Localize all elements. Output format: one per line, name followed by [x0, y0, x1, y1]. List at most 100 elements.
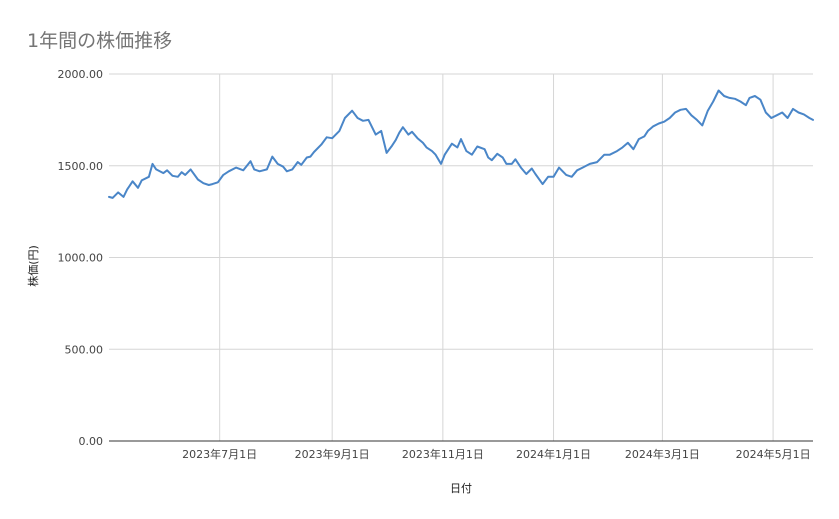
y-tick-labels: 0.00 500.00 1000.00 1500.00 2000.00 [58, 68, 104, 448]
data-point [663, 121, 665, 123]
data-point [792, 108, 794, 110]
data-point [152, 163, 154, 165]
data-point [297, 161, 299, 163]
data-point [718, 90, 720, 92]
data-point [571, 176, 573, 178]
data-point [680, 109, 682, 111]
data-point [407, 134, 409, 136]
data-point [313, 151, 315, 153]
data-point [259, 170, 261, 172]
x-tick-label: 2023年11月1日 [402, 447, 484, 461]
data-point [781, 112, 783, 114]
data-point [172, 175, 174, 177]
data-point [398, 132, 400, 134]
data-point [803, 113, 805, 115]
data-point [729, 97, 731, 99]
data-point [444, 154, 446, 156]
data-point [502, 156, 504, 158]
data-point [754, 95, 756, 97]
data-point [514, 158, 516, 160]
data-point [658, 123, 660, 125]
data-point [582, 167, 584, 169]
data-point [266, 168, 268, 170]
data-point [589, 163, 591, 165]
data-point [576, 169, 578, 171]
data-point [525, 173, 527, 175]
data-point [422, 142, 424, 144]
data-point [250, 160, 252, 162]
data-point [627, 142, 629, 144]
data-point [739, 101, 741, 103]
data-point [228, 170, 230, 172]
data-point [306, 156, 308, 158]
data-point [701, 124, 703, 126]
data-point [776, 114, 778, 116]
data-point [416, 137, 418, 139]
data-point [351, 110, 353, 112]
data-point [148, 176, 150, 178]
data-point [484, 148, 486, 150]
data-point [460, 138, 462, 140]
data-point [531, 168, 533, 170]
data-point [309, 156, 311, 158]
data-point [300, 164, 302, 166]
data-point [596, 161, 598, 163]
data-point [331, 137, 333, 139]
data-point [652, 125, 654, 127]
data-point [411, 131, 413, 133]
data-point [162, 172, 164, 174]
data-point [451, 143, 453, 145]
data-point [511, 163, 513, 165]
x-tick-label: 2024年1月1日 [516, 447, 591, 461]
data-point [558, 167, 560, 169]
data-point [647, 130, 649, 132]
data-point [202, 182, 204, 184]
data-point [367, 119, 369, 121]
data-point [282, 166, 284, 168]
data-point [723, 95, 725, 97]
x-axis-title: 日付 [450, 482, 472, 495]
data-point [745, 104, 747, 106]
y-tick-label: 1000.00 [58, 252, 104, 265]
x-tick-label: 2024年5月1日 [736, 447, 811, 461]
data-point [643, 135, 645, 137]
data-point [690, 114, 692, 116]
data-point [177, 176, 179, 178]
data-point [707, 110, 709, 112]
data-point [770, 117, 772, 119]
data-point [696, 119, 698, 121]
data-point [465, 150, 467, 152]
data-point [235, 167, 237, 169]
data-point [476, 145, 478, 147]
data-point [787, 117, 789, 119]
data-point [534, 173, 536, 175]
data-point [395, 139, 397, 141]
data-point [181, 171, 183, 173]
y-tick-label: 0.00 [79, 435, 104, 448]
x-tick-labels: 2023年7月1日 2023年9月1日 2023年11月1日 2024年1月1日 202… [182, 447, 810, 461]
data-point [166, 169, 168, 171]
data-point [277, 163, 279, 165]
data-point [603, 154, 605, 156]
data-point [471, 154, 473, 156]
x-tick-label: 2023年9月1日 [295, 447, 370, 461]
data-point [759, 99, 761, 101]
data-point [520, 167, 522, 169]
data-point [380, 130, 382, 132]
data-point [141, 179, 143, 181]
data-point [126, 189, 128, 191]
data-point [112, 197, 114, 199]
series-line-0 [108, 89, 814, 199]
x-tick-label: 2024年3月1日 [625, 447, 700, 461]
data-point [553, 176, 555, 178]
data-point [338, 130, 340, 132]
data-point [190, 168, 192, 170]
data-point [222, 174, 224, 176]
x-tick-label: 2023年7月1日 [182, 447, 257, 461]
data-point [344, 117, 346, 119]
data-point [616, 150, 618, 152]
data-point [117, 191, 119, 193]
data-point [155, 168, 157, 170]
data-point [431, 150, 433, 152]
